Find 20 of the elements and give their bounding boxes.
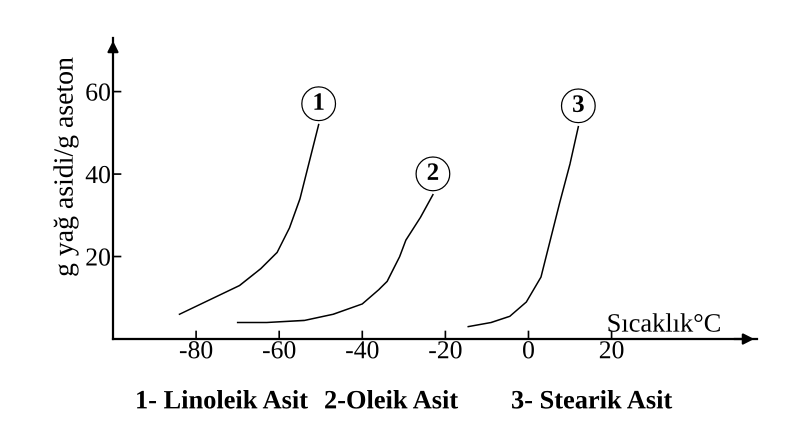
y-axis-title: g yağ asidi/g aseton (53, 57, 79, 276)
text: 1- Linoleik Asit (137, 390, 308, 409)
y-tick-label: 60 (86, 83, 110, 101)
x-tick-label: -60 (263, 341, 296, 358)
annotation: 2 (428, 163, 438, 180)
x-tick-label: -40 (346, 341, 378, 358)
x-tick-label: 0 (523, 341, 534, 358)
x-tick-label: -20 (429, 341, 462, 358)
line-series (178, 124, 320, 316)
y-tick-label: 20 (86, 248, 110, 266)
x-tick-label: -80 (180, 341, 212, 358)
line-series (467, 126, 580, 328)
annotation: 3 (573, 95, 584, 112)
text: 2-Oleik Asit (325, 390, 458, 409)
text: 3- Stearik Asit (512, 390, 672, 409)
x-axis-title: Sıcaklık°C (608, 313, 720, 332)
x-tick-label: 20 (600, 341, 624, 358)
y-tick-label: 40 (86, 166, 110, 184)
line-series (236, 194, 434, 324)
annotation: 1 (314, 93, 324, 110)
